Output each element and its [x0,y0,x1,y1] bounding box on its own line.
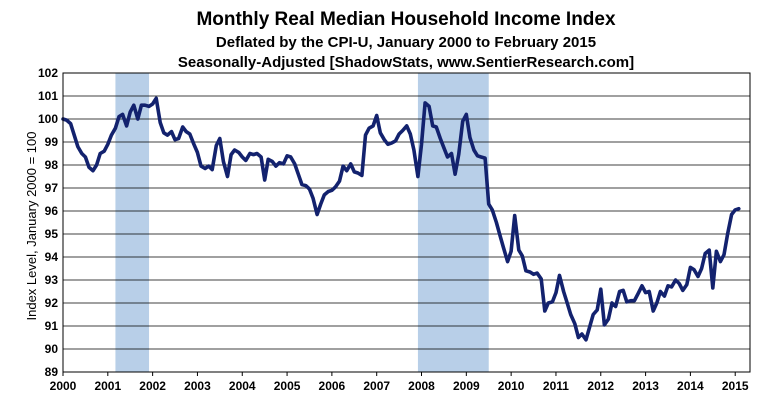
x-tick-label-2004: 2004 [229,379,256,393]
y-tick-label-95: 95 [45,227,59,241]
x-tick-label-2003: 2003 [184,379,211,393]
x-tick-label-2012: 2012 [587,379,614,393]
y-axis-label: Index Level, January 2000 = 100 [24,131,39,320]
chart-subtitle-1: Deflated by the CPI-U, January 2000 to F… [216,34,596,51]
x-tick-label-2007: 2007 [363,379,390,393]
y-tick-label-98: 98 [45,158,59,172]
plot-area [63,73,750,372]
series-lines [61,96,741,342]
y-tick-label-94: 94 [45,250,59,264]
chart-subtitle-2: Seasonally-Adjusted [ShadowStats, www.Se… [178,54,634,71]
gridlines [63,72,750,373]
y-tick-label-93: 93 [45,273,59,287]
x-tick-label-2006: 2006 [319,379,346,393]
series-line-1 [61,96,741,342]
y-tick-labels: 89 90 91 92 93 94 95 96 97 98 99 100 101 102 [38,66,58,379]
x-tick-label-2009: 2009 [453,379,480,393]
x-tick-label-2015: 2015 [722,379,749,393]
chart-title: Monthly Real Median Household Income Ind… [196,9,616,30]
y-tick-label-100: 100 [38,112,58,126]
x-tick-label-2005: 2005 [274,379,301,393]
y-tick-label-90: 90 [45,342,59,356]
y-tick-label-97: 97 [45,181,59,195]
y-tick-label-96: 96 [45,204,59,218]
x-tick-label-2010: 2010 [498,379,525,393]
recession-bands [115,73,489,372]
x-tick-label-2008: 2008 [408,379,435,393]
y-tick-label-91: 91 [45,319,59,333]
x-tick-label-2013: 2013 [632,379,659,393]
x-tick-label-2011: 2011 [543,379,569,393]
recession-band-2 [417,73,489,372]
y-tick-label-102: 102 [38,66,58,80]
x-tick-labels: 2000 2001 2002 2003 2004 2005 2006 2007 2008 2009… [50,372,749,393]
x-tick-label-2001: 2001 [94,379,121,393]
x-tick-label-2002: 2002 [139,379,166,393]
y-tick-label-92: 92 [45,296,59,310]
x-tick-label-2014: 2014 [677,379,704,393]
recession-band-1 [115,73,150,372]
x-tick-label-2000: 2000 [50,379,77,393]
y-tick-label-99: 99 [45,135,59,149]
plot-frame [62,72,751,373]
y-tick-label-89: 89 [45,365,59,379]
plot-background [63,73,750,372]
plot-border [62,72,751,373]
y-tick-label-101: 101 [38,89,58,103]
